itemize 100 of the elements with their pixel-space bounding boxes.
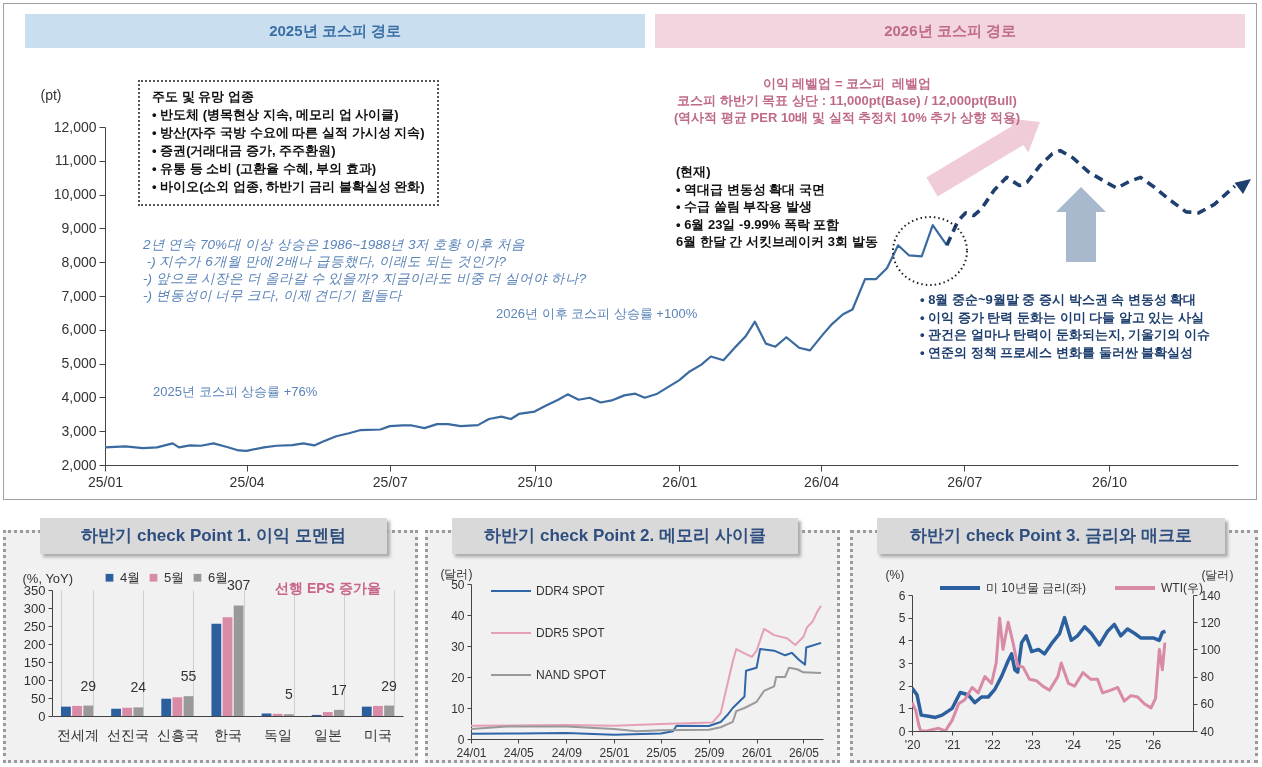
data-label: 55 (180, 668, 197, 685)
x-tick-label: 25/09 (694, 745, 725, 760)
legend-label: DDR4 SPOT (536, 584, 606, 598)
y-tick-label: 10,000 (53, 186, 97, 203)
y-tick-label: 12,000 (53, 118, 97, 135)
y-axis-title: (%) (885, 567, 905, 582)
y-tick-label: 8,000 (61, 253, 97, 270)
x-tick-label: 25/01 (599, 745, 630, 760)
x-tick-label: 24/05 (503, 745, 535, 760)
data-label: 29 (381, 677, 398, 694)
bar (172, 697, 183, 716)
x-tick-label: 한국 (214, 726, 242, 743)
y2-tick-label: 80 (1200, 670, 1215, 685)
x-tick-label: 26/05 (788, 745, 820, 760)
y-tick-label: 150 (23, 654, 46, 670)
legend-label: 6월 (208, 569, 229, 585)
y-tick-label: 20 (451, 670, 465, 685)
x-tick-label: 26/01 (662, 473, 698, 490)
legend-label: 5월 (164, 569, 185, 585)
y-tick-label: 5,000 (61, 355, 97, 372)
annotation: 선행 EPS 증가율 (275, 580, 381, 597)
y-axis-title: (pt) (40, 86, 62, 103)
bar (322, 712, 333, 716)
x-tick-label: 25/01 (87, 473, 124, 490)
y-tick-label: 50 (31, 690, 46, 706)
y-tick-label: 11,000 (54, 152, 97, 169)
y-tick-label: 1 (898, 701, 906, 716)
x-tick-label: 26/04 (803, 473, 840, 490)
x-tick-label: 선진국 (106, 726, 149, 743)
y-tick-label: 5 (898, 611, 906, 626)
y-tick-label: 200 (23, 636, 46, 652)
y-tick-label: 6 (898, 588, 906, 603)
text: 2026년 코스피 경로 (655, 14, 1245, 48)
x-tick-label: 독일 (264, 726, 293, 743)
x-tick-label: 24/09 (551, 745, 583, 760)
x-tick-label: 24/01 (456, 745, 487, 760)
y2-tick-label: 120 (1200, 615, 1221, 630)
chart-title: 하반기 check Point 2. 메모리 사이클 (452, 518, 798, 554)
x-tick-label: '26 (1145, 737, 1162, 752)
y-tick-label: 4,000 (61, 388, 97, 405)
legend-label: NAND SPOT (536, 668, 607, 682)
y2-tick-label: 60 (1200, 697, 1215, 712)
text: 2025년 코스피 경로 (25, 14, 645, 48)
y-tick-label: 40 (451, 608, 465, 623)
y-tick-label: 0 (898, 724, 906, 739)
annotation: (현재) • 역대급 변동성 확대 국면 • 수급 쏠림 부작용 발생 • 6월 23일 -9.99% 폭락 포함 6월 한달 간 서킷브레이커 3회 발동 (676, 163, 878, 251)
y2-tick-label: 40 (1200, 724, 1215, 739)
annotation: 2년 연속 70%대 이상 상승은 1986~1988년 3저 호황 이후 처음 -) 지수가 6개월 만에 2배나 급등했다, 이래도 되는 것인가? -) 앞으로 시장은 더 올라갈 수 있을까? 지금이라도 비중 더 실어야 하나? -) 변동성이 너무 크다, 이제 견디기 힘들다 (143, 236, 587, 304)
y-tick-label: 3,000 (61, 422, 97, 439)
line-series (471, 641, 823, 736)
y-tick-label: 100 (23, 672, 46, 688)
annotation: 2025년 코스피 상승률 +76% (153, 383, 318, 400)
x-tick-label: 신흥국 (156, 726, 199, 743)
x-tick-label: 25/10 (517, 473, 553, 490)
legend-label: DDR5 SPOT (536, 626, 606, 640)
line-series (471, 666, 823, 733)
legend-label: 4월 (120, 569, 141, 585)
bar (211, 623, 222, 716)
x-tick-label: '21 (944, 737, 961, 752)
bar (161, 698, 172, 716)
annotation: 주도 및 유망 업종 • 반도체 (병목현상 지속, 메모리 업 사이클) • 방산(자주 국방 수요에 따른 실적 가시성 지속) • 증권(거래대금 증가, 주주환원) • 유통 등 소비 (고환율 수혜, 부의 효과) • 바이오(소외 업종, 하반기 금리 불확실성 완화) (138, 80, 439, 206)
x-tick-label: 26/07 (947, 473, 983, 490)
y-tick-label: 6,000 (61, 321, 97, 338)
bar (233, 605, 244, 716)
x-tick-label: 25/07 (372, 473, 409, 490)
y-tick-label: 250 (23, 618, 46, 634)
x-tick-label: '22 (985, 737, 1001, 752)
bar (272, 713, 283, 716)
data-label: 5 (284, 686, 293, 703)
bar (111, 708, 121, 716)
bar (183, 696, 194, 716)
annotation: • 8월 중순~9월말 중 증시 박스권 속 변동성 확대 • 이익 증가 탄력 둔화는 이미 다들 알고 있는 사실 • 관건은 얼마나 탄력이 둔화되는지, 기울기의 이슈 • 연준의 정책 프로세스 변화를 둘러싼 불확실성 (920, 291, 1210, 361)
annotation: 2026년 이후 코스피 상승률 +100% (496, 305, 698, 322)
x-tick-label: 전세계 (56, 726, 99, 743)
y-tick-label: 7,000 (61, 287, 97, 304)
x-tick-label: 미국 (364, 726, 393, 743)
chart-title: 하반기 check Point 1. 이익 모멘텀 (40, 518, 387, 554)
bar (122, 707, 133, 716)
y-tick-label: 300 (23, 600, 46, 616)
y-tick-label: 0 (38, 708, 46, 724)
bar (133, 707, 144, 716)
y-tick-label: 10 (451, 701, 465, 716)
y2-tick-label: 100 (1200, 642, 1221, 657)
data-label: 24 (130, 679, 147, 696)
x-tick-label: '25 (1105, 737, 1122, 752)
y-tick-label: 2,000 (61, 456, 97, 473)
x-tick-label: '24 (1065, 737, 1082, 752)
x-tick-label: 26/01 (742, 745, 773, 760)
bar (83, 705, 94, 716)
text: 이익 레벨업 = 코스피 레벨업 코스피 하반기 목표 상단 : 11,000pt(Base) / 12,000pt(Bull) (역사적 평균 PER 10배 및 실적 추정치 10% 추가 상향 적용) (673, 75, 1021, 126)
data-label: 307 (226, 577, 251, 594)
line-series (471, 604, 823, 727)
x-tick-label: 26/10 (1091, 473, 1128, 490)
legend-label: 미 10년물 금리(좌) (986, 581, 1087, 595)
y-tick-label: 2 (898, 679, 906, 694)
y-tick-label: 30 (451, 639, 465, 654)
bar (384, 705, 394, 716)
y-tick-label: 0 (457, 732, 465, 747)
y-tick-label: 9,000 (61, 219, 97, 236)
legend-label: WTI(우) (1161, 581, 1203, 595)
